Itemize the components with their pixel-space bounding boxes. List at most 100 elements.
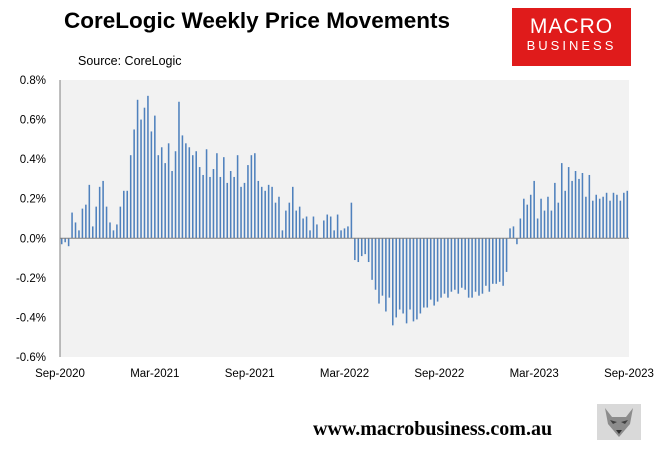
- bar: [516, 238, 518, 245]
- bar: [71, 212, 73, 239]
- bar: [285, 210, 287, 239]
- bar: [223, 157, 225, 239]
- bar: [250, 155, 253, 239]
- y-tick-labels: 0.8% 0.6% 0.4% 0.2% 0.0% -0.2% -0.4% -0.6%: [16, 75, 46, 364]
- bar: [267, 184, 270, 239]
- bar: [98, 186, 101, 239]
- bar: [619, 200, 622, 239]
- bar: [385, 238, 387, 312]
- bar: [136, 99, 139, 239]
- bar: [64, 238, 66, 243]
- bar: [333, 230, 335, 239]
- bar: [288, 202, 291, 239]
- bar: [350, 202, 353, 239]
- bar: [364, 238, 366, 255]
- bar: [557, 202, 560, 239]
- bar: [564, 190, 566, 239]
- bar: [85, 204, 87, 239]
- macro-business-logo: MACRO BUSINESS: [512, 8, 631, 66]
- bar: [536, 218, 539, 239]
- x-tick-label: Sep-2022: [414, 368, 464, 380]
- bar: [105, 206, 108, 239]
- bar: [181, 135, 184, 239]
- bar: [140, 119, 142, 239]
- bar: [505, 238, 508, 272]
- bar: [471, 238, 473, 298]
- bar: [509, 228, 511, 239]
- bar: [571, 180, 573, 239]
- bar: [60, 238, 63, 245]
- bar: [526, 204, 529, 239]
- bar: [609, 200, 611, 239]
- plot-area: [60, 80, 629, 357]
- wolf-emblem-icon: [597, 404, 641, 440]
- bar: [240, 186, 242, 239]
- bar: [623, 192, 625, 239]
- bar: [550, 210, 553, 239]
- bar: [298, 206, 301, 239]
- bar: [374, 238, 377, 290]
- bar: [447, 238, 449, 298]
- bar: [154, 115, 156, 239]
- bar: [198, 167, 201, 239]
- y-tick-label: 0.0%: [20, 233, 46, 245]
- bar: [147, 95, 149, 239]
- bar: [592, 200, 594, 239]
- bar: [588, 174, 591, 239]
- bar: [164, 163, 166, 239]
- bar: [185, 143, 187, 239]
- bar: [171, 171, 173, 239]
- bar: [150, 131, 153, 239]
- bar: [143, 107, 146, 239]
- bar: [605, 192, 608, 239]
- bar: [326, 214, 329, 239]
- bar: [78, 230, 80, 239]
- bar: [423, 238, 425, 308]
- bar: [436, 238, 439, 302]
- bar: [212, 169, 215, 239]
- y-tick-label: 0.2%: [20, 194, 46, 206]
- bar: [388, 238, 391, 298]
- bar: [360, 238, 363, 257]
- bar-series: [60, 95, 629, 326]
- bar: [305, 216, 308, 239]
- bar: [278, 196, 280, 239]
- bar: [457, 238, 460, 294]
- y-tick-label: -0.2%: [16, 273, 46, 285]
- bar: [129, 155, 132, 239]
- bar: [529, 194, 532, 239]
- bar: [188, 147, 191, 239]
- bar: [533, 180, 535, 239]
- bar: [419, 238, 422, 314]
- bar: [102, 180, 104, 239]
- logo-line-2: BUSINESS: [526, 38, 617, 53]
- bar: [302, 218, 304, 239]
- x-tick-label: Mar-2023: [510, 368, 559, 380]
- bar: [616, 194, 618, 239]
- bar: [323, 220, 325, 239]
- bar: [74, 222, 77, 239]
- y-tick-label: 0.8%: [20, 75, 46, 87]
- bar: [578, 178, 580, 239]
- bar: [381, 238, 384, 296]
- bar: [95, 206, 97, 239]
- bar: [543, 210, 546, 239]
- bar: [209, 176, 211, 239]
- footer-url[interactable]: www.macrobusiness.com.au: [313, 418, 553, 440]
- bar: [502, 238, 504, 286]
- bar: [392, 238, 394, 326]
- y-tick-label: 0.4%: [20, 154, 46, 166]
- bar: [157, 155, 160, 239]
- bar: [243, 182, 246, 239]
- bar: [464, 238, 466, 290]
- x-tick-label: Mar-2021: [130, 368, 179, 380]
- bar: [312, 216, 315, 239]
- bar: [433, 238, 435, 306]
- bar: [354, 238, 356, 261]
- bar: [581, 172, 584, 239]
- bar: [112, 230, 115, 239]
- bar: [178, 101, 180, 239]
- bar: [612, 192, 615, 239]
- bar: [378, 238, 380, 304]
